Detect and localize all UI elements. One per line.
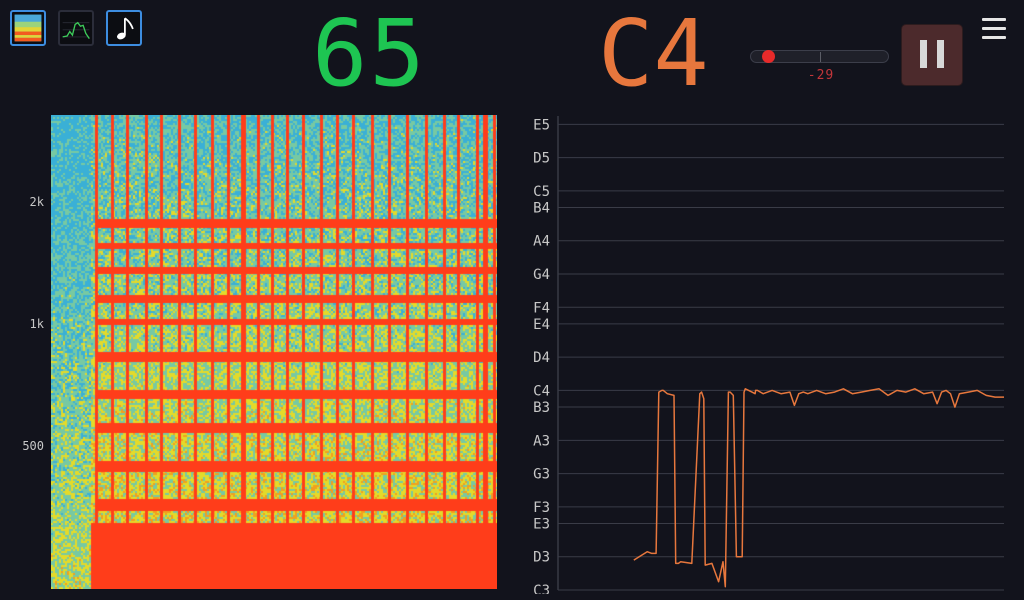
pitch-tick-label-d5: D5 — [533, 151, 550, 167]
pitch-series-line-0 — [633, 388, 1004, 588]
pitch-tick-label-e3: E3 — [533, 516, 550, 532]
slider-value-label: -29 — [807, 68, 835, 83]
waveform-mode-button[interactable] — [58, 10, 94, 46]
detected-note-readout: C4 — [598, 0, 709, 107]
pitch-tick-label-a3: A3 — [533, 433, 550, 449]
pitch-tick-label-c4: C4 — [533, 383, 550, 399]
pitch-tick-label-f4: F4 — [533, 300, 550, 316]
detected-value-readout: 65 — [312, 0, 427, 107]
pitch-tick-label-d4: D4 — [533, 350, 550, 366]
pitch-tick-label-a4: A4 — [533, 234, 550, 250]
pitch-tick-label-c5: C5 — [533, 184, 550, 200]
freq-label-500: 500 — [22, 439, 44, 453]
pitch-tick-label-d3: D3 — [533, 550, 550, 566]
pitch-tick-label-c3: C3 — [533, 583, 550, 594]
music-note-icon — [117, 17, 134, 40]
pitch-tick-label-b3: B3 — [533, 400, 550, 416]
spectrogram-canvas — [51, 115, 497, 589]
hamburger-menu-icon[interactable] — [982, 18, 1006, 42]
slider-center-mark — [820, 52, 821, 62]
pitch-tick-label-g4: G4 — [533, 267, 550, 283]
freq-label-2k: 2k — [29, 195, 44, 209]
pause-button[interactable] — [902, 25, 962, 85]
pitch-tick-label-e5: E5 — [533, 117, 550, 133]
pitch-tick-label-e4: E4 — [533, 317, 550, 333]
tuning-slider[interactable] — [750, 50, 889, 63]
spectrogram-panel — [51, 115, 497, 589]
pitch-tick-label-f3: F3 — [533, 500, 550, 516]
spectrogram-mode-button[interactable] — [10, 10, 46, 46]
slider-thumb[interactable] — [762, 50, 775, 63]
spectrogram-icon — [14, 14, 42, 42]
pitch-tick-label-b4: B4 — [533, 200, 550, 216]
freq-label-1k: 1k — [29, 317, 44, 331]
pitch-tick-label-g3: G3 — [533, 467, 550, 483]
pitch-mode-button[interactable] — [106, 10, 142, 46]
frequency-curve-icon — [62, 21, 90, 40]
